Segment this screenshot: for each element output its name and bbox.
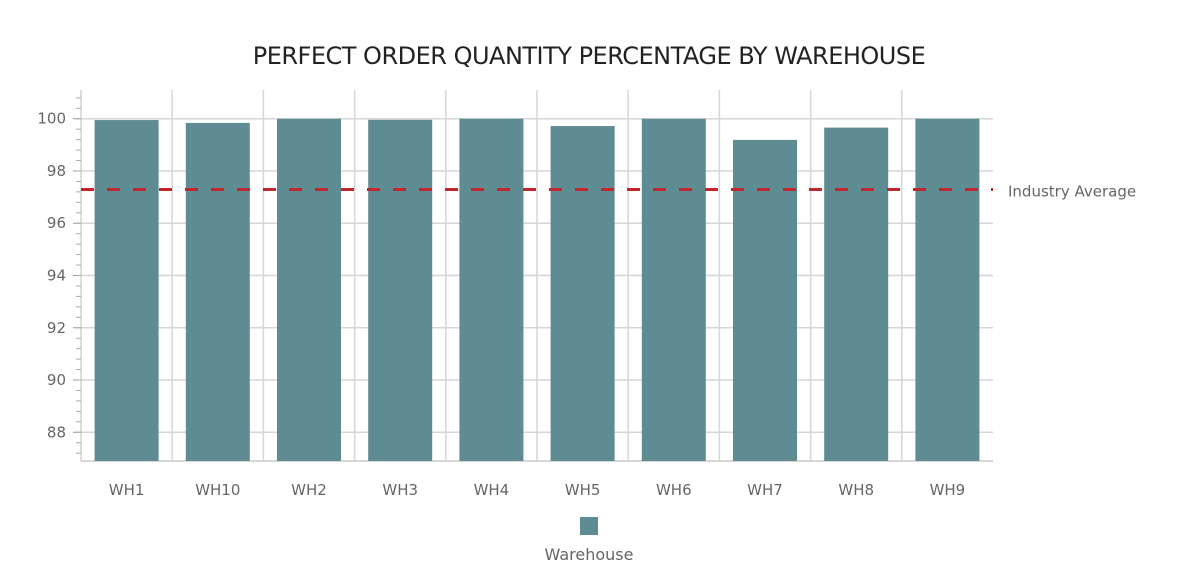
x-tick-label: WH6	[656, 481, 692, 499]
legend-label: Warehouse	[544, 545, 634, 564]
x-tick-label: WH10	[195, 481, 240, 499]
bar-wh8	[824, 127, 889, 462]
x-tick-label: WH5	[565, 481, 601, 499]
y-tick-label: 88	[47, 423, 66, 441]
bar-wh2	[277, 118, 341, 461]
legend	[0, 517, 1178, 539]
y-tick-label: 98	[47, 162, 66, 180]
y-tick-label: 96	[47, 214, 66, 232]
y-tick-label: 94	[47, 267, 66, 285]
y-tick-label: 90	[47, 371, 66, 389]
bar-wh1	[94, 120, 159, 461]
x-tick-label: WH7	[747, 481, 783, 499]
x-tick-label: WH4	[474, 481, 510, 499]
x-tick-label: WH8	[838, 481, 874, 499]
x-tick-label: WH2	[291, 481, 327, 499]
bar-wh7	[733, 139, 797, 462]
bar-wh4	[459, 118, 524, 461]
x-tick-label: WH3	[382, 481, 418, 499]
y-tick-label: 100	[37, 110, 66, 128]
y-tick-label: 92	[47, 319, 66, 337]
bar-wh9	[915, 118, 980, 461]
chart-title: PERFECT ORDER QUANTITY PERCENTAGE BY WAR…	[252, 42, 926, 70]
x-tick-label: WH9	[930, 481, 966, 499]
bar-wh10	[185, 122, 250, 462]
legend-swatch	[580, 517, 598, 535]
industry-average-label: Industry Average	[1008, 183, 1136, 201]
bar-wh3	[368, 119, 433, 461]
bar-wh6	[641, 118, 706, 461]
bar-wh5	[550, 126, 615, 461]
x-tick-label: WH1	[109, 481, 145, 499]
